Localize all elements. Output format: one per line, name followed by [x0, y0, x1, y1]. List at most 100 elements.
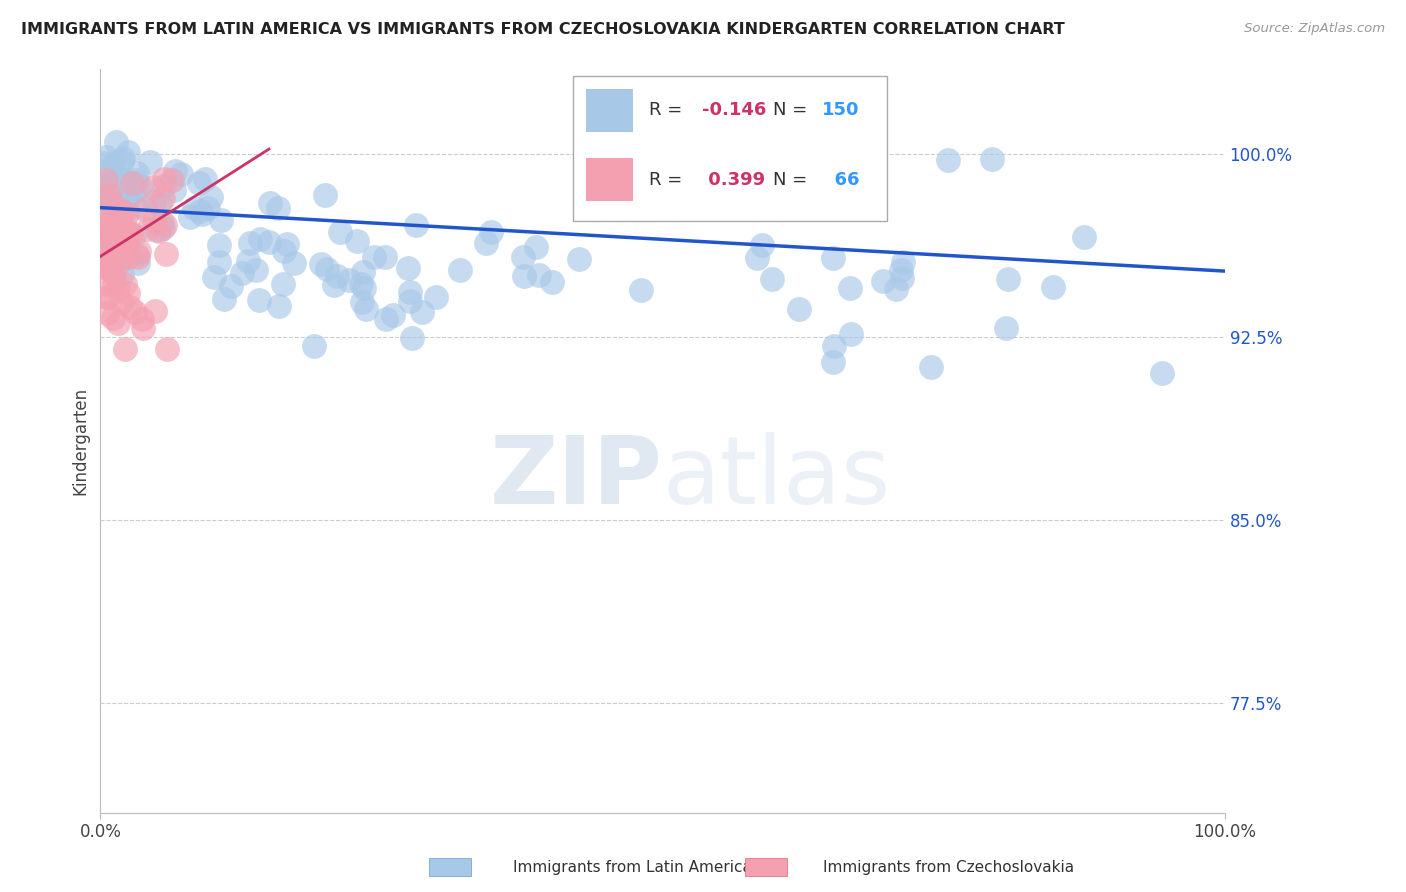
Point: [155, 246, 177, 260]
Point: [94, 185, 117, 199]
Point: [267, 201, 290, 215]
Point: [138, 222, 160, 236]
Point: [716, 150, 738, 164]
Point: [94, 225, 117, 239]
Point: [115, 222, 138, 236]
Point: [823, 339, 845, 353]
Point: [105, 263, 128, 277]
Point: [108, 228, 131, 243]
Point: [117, 238, 139, 252]
Point: [751, 237, 773, 252]
Point: [271, 277, 294, 291]
Point: [117, 176, 139, 190]
Point: [512, 250, 534, 264]
Point: [101, 258, 124, 272]
Bar: [586, 158, 633, 201]
Point: [131, 311, 153, 326]
Point: [350, 294, 373, 309]
Point: [104, 215, 127, 229]
Point: [821, 251, 844, 265]
Point: [138, 155, 160, 169]
Point: [94, 218, 117, 232]
Point: [96, 306, 118, 320]
Point: [997, 272, 1019, 286]
Point: [891, 255, 914, 269]
Point: [374, 250, 396, 264]
Point: [405, 218, 427, 232]
Point: [111, 152, 134, 166]
Point: [129, 178, 152, 193]
Point: [117, 227, 139, 241]
Point: [122, 228, 145, 243]
Point: [995, 320, 1018, 334]
Point: [479, 225, 502, 239]
Point: [936, 153, 959, 168]
Point: [382, 308, 405, 322]
Point: [127, 251, 149, 265]
Point: [97, 178, 120, 192]
Point: [761, 271, 783, 285]
Point: [111, 267, 134, 281]
Point: [322, 277, 344, 292]
Point: [276, 237, 298, 252]
Point: [91, 156, 114, 170]
Point: [245, 262, 267, 277]
Point: [890, 262, 912, 277]
Point: [145, 304, 167, 318]
Point: [104, 179, 127, 194]
Point: [114, 233, 136, 247]
Text: Immigrants from Czechoslovakia: Immigrants from Czechoslovakia: [823, 860, 1074, 874]
Point: [104, 192, 127, 206]
Point: [202, 269, 225, 284]
Point: [115, 194, 138, 209]
Point: [179, 211, 201, 225]
Text: R =: R =: [650, 101, 688, 120]
Point: [101, 176, 124, 190]
Point: [337, 273, 360, 287]
Point: [839, 281, 862, 295]
Point: [101, 267, 124, 281]
Point: [97, 290, 120, 304]
Point: [101, 160, 124, 174]
Point: [163, 183, 186, 197]
Point: [221, 279, 243, 293]
Point: [152, 221, 174, 235]
Point: [100, 251, 122, 265]
Text: R =: R =: [650, 171, 688, 189]
Point: [134, 202, 156, 216]
Point: [249, 232, 271, 246]
Point: [208, 254, 231, 268]
Point: [107, 280, 129, 294]
Point: [103, 277, 125, 291]
Point: [98, 249, 121, 263]
Point: [127, 256, 149, 270]
Point: [872, 274, 894, 288]
Point: [93, 180, 115, 194]
Point: [97, 259, 120, 273]
Point: [110, 202, 132, 217]
Point: [120, 227, 142, 241]
Point: [121, 176, 143, 190]
Point: [107, 227, 129, 242]
Point: [259, 235, 281, 250]
Text: atlas: atlas: [662, 432, 891, 524]
Point: [1150, 366, 1173, 380]
Point: [100, 174, 122, 188]
Point: [197, 201, 219, 215]
Point: [115, 202, 138, 216]
Point: [411, 305, 433, 319]
Point: [97, 194, 120, 209]
Point: [98, 213, 121, 227]
Point: [124, 305, 146, 319]
FancyBboxPatch shape: [572, 76, 887, 221]
Y-axis label: Kindergarten: Kindergarten: [72, 386, 89, 495]
Point: [363, 250, 385, 264]
Point: [329, 225, 352, 239]
Text: -0.146: -0.146: [702, 101, 766, 120]
Point: [143, 214, 166, 228]
Point: [526, 239, 548, 253]
Point: [356, 302, 378, 317]
Point: [349, 277, 371, 292]
Point: [190, 204, 212, 219]
Point: [100, 263, 122, 277]
